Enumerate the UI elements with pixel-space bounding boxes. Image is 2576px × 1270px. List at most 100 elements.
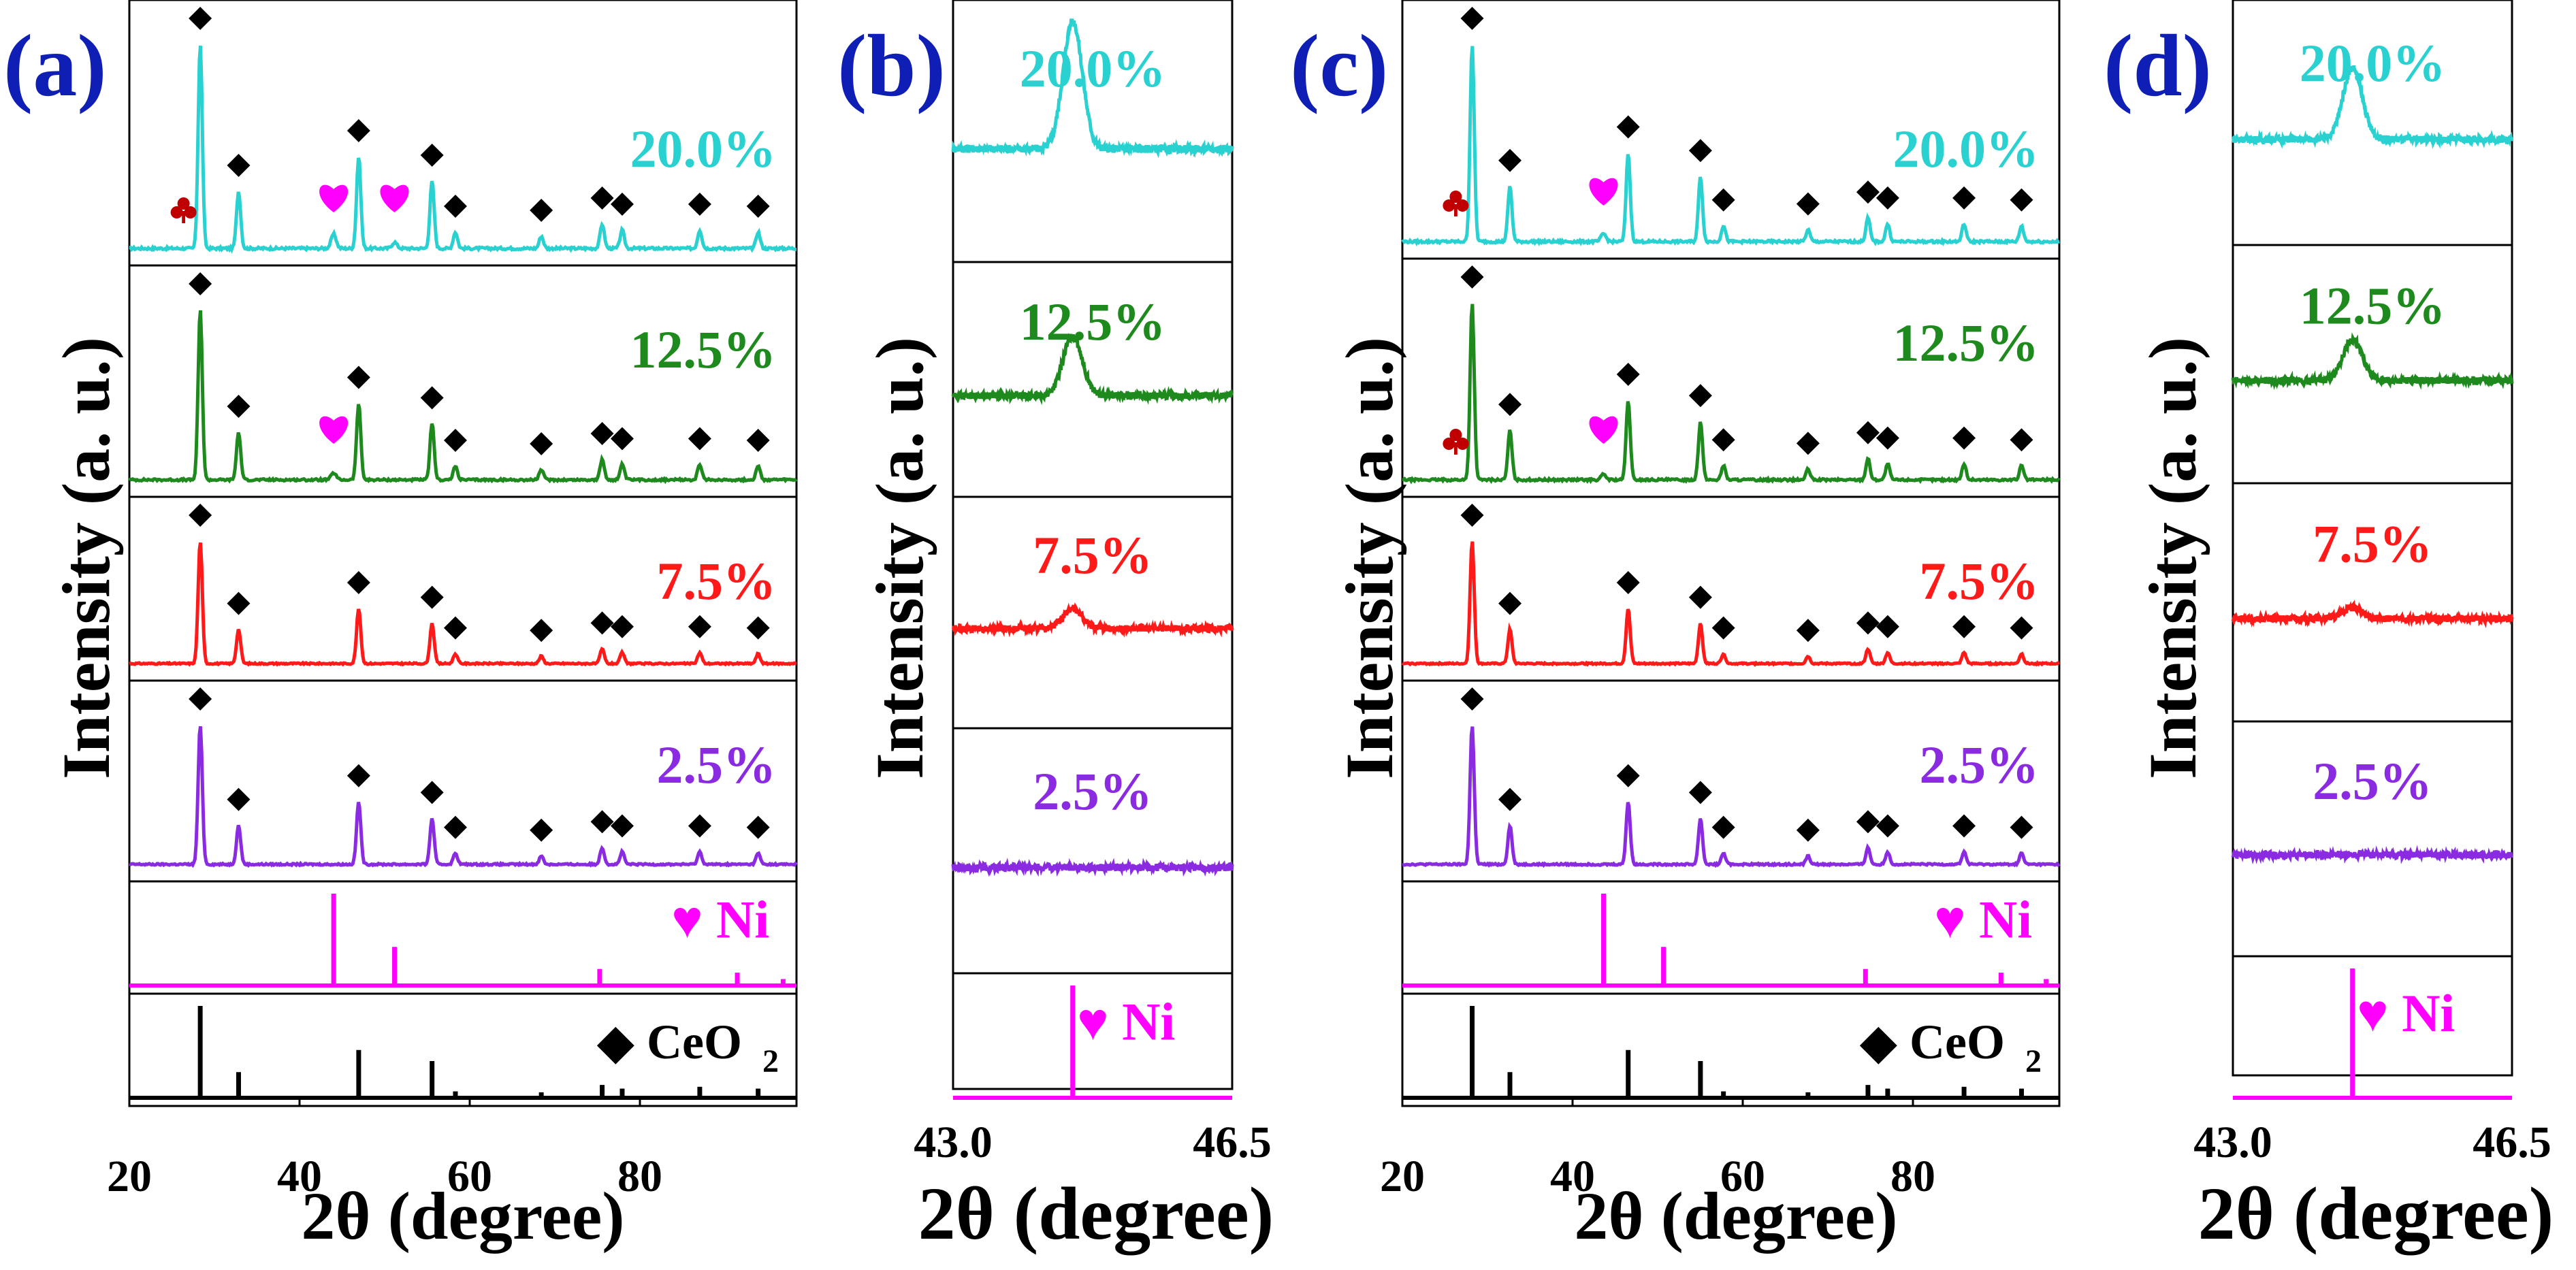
panel-a-diamond-marker xyxy=(347,119,370,142)
panel-c-diamond-marker xyxy=(1952,186,1976,210)
panel-a-trace-2.5% xyxy=(128,726,798,868)
panel-a-xlabel: 2θ (degree) xyxy=(301,1178,624,1254)
panel-b-xlabel: 2θ (degree) xyxy=(918,1172,1274,1255)
panel-c-diamond-marker xyxy=(1875,814,1899,838)
panel-a-diamond-marker xyxy=(347,365,370,389)
panel-d-trace-2.5% xyxy=(2231,845,2514,865)
panel-c-letter: (c) xyxy=(1290,17,1388,115)
panel-c-diamond-marker xyxy=(1616,363,1640,386)
panel-c-heart-marker xyxy=(1589,178,1618,206)
panel-a-diamond-marker xyxy=(688,814,711,838)
panel-a-diamond-marker xyxy=(347,764,370,787)
panel-a-diamond-marker xyxy=(530,619,553,642)
panel-a-xtick-label: 80 xyxy=(617,1152,662,1201)
panel-d-label-12.5%: 12.5% xyxy=(2300,276,2446,336)
panel-d-trace-20.0% xyxy=(2232,65,2514,150)
panel-a-diamond-marker xyxy=(610,615,634,638)
panel-c-diamond-marker xyxy=(1498,393,1522,417)
panel-c-xlabel: 2θ (degree) xyxy=(1574,1178,1897,1254)
panel-a-diamond-marker xyxy=(688,427,711,451)
panel-a-label-12.5%: 12.5% xyxy=(630,320,777,379)
panel-c-diamond-marker xyxy=(1688,585,1712,609)
panel-c-diamond-marker xyxy=(1498,591,1522,615)
panel-c-diamond-marker xyxy=(1875,186,1899,210)
panel-a-trace-7.5% xyxy=(129,542,797,667)
panel-c-xtick-label: 60 xyxy=(1720,1152,1765,1201)
panel-d-label-2.5%: 2.5% xyxy=(2313,751,2432,811)
panel-d-xlabel: 2θ (degree) xyxy=(2198,1172,2554,1255)
panel-d-trace-7.5% xyxy=(2231,600,2514,629)
panel-a-diamond-marker xyxy=(746,616,770,640)
panel-c-diamond-marker xyxy=(1616,571,1640,594)
panel-a-diamond-marker xyxy=(590,810,614,834)
panel-c-xtick-label: 20 xyxy=(1380,1152,1425,1201)
panel-c-diamond-marker xyxy=(1952,615,1976,638)
panel-c-diamond-marker xyxy=(1711,188,1735,212)
panel-c-diamond-marker xyxy=(1856,810,1880,834)
panel-b-label-12.5%: 12.5% xyxy=(1020,292,1166,351)
panel-c-frame xyxy=(1401,0,2061,1107)
panel-a-xtick-label: 40 xyxy=(277,1152,322,1201)
panel-c-heart-marker xyxy=(1589,416,1618,444)
panel-a-diamond-marker xyxy=(590,611,614,635)
panel-c-ylabel: Intensity (a. u.) xyxy=(1332,337,1407,779)
panel-a-diamond-marker xyxy=(420,781,444,804)
panel-a-diamond-marker xyxy=(227,787,251,811)
panel-a-ni-legend: ♥ Ni xyxy=(671,890,769,949)
panel-a-diamond-marker xyxy=(347,571,370,594)
panel-c-xtick-label: 40 xyxy=(1550,1152,1595,1201)
panel-c-diamond-marker xyxy=(1875,615,1899,638)
panel-c-diamond-marker xyxy=(1616,115,1640,139)
panel-c-diamond-marker xyxy=(1856,180,1880,204)
panel-b-xtick-label: 43.0 xyxy=(914,1118,993,1167)
panel-a-xtick-label: 20 xyxy=(107,1152,152,1201)
panel-c-diamond-marker xyxy=(1796,432,1820,455)
panel-a-diamond-marker xyxy=(530,432,553,455)
panel-a-frame xyxy=(128,0,798,1107)
panel-a-diamond-marker xyxy=(189,687,212,711)
panel-c-club-marker xyxy=(1443,191,1469,216)
panel-a-diamond-marker xyxy=(610,427,634,451)
panel-c-diamond-marker xyxy=(1688,781,1712,804)
panel-a-diamond-marker xyxy=(746,815,770,839)
panel-a-diamond-marker xyxy=(688,193,711,216)
panel-d-xtick-label: 43.0 xyxy=(2193,1118,2272,1167)
panel-c-diamond-marker xyxy=(1460,7,1484,30)
panel-c-ceo2-subscript: 2 xyxy=(2025,1043,2042,1079)
panel-b-trace-12.5% xyxy=(951,333,1234,406)
panel-c-diamond-marker xyxy=(1952,814,1976,838)
panel-c-diamond-marker xyxy=(2010,616,2033,640)
panel-c-trace-20.0% xyxy=(1401,46,2061,246)
panel-b-trace-2.5% xyxy=(951,858,1234,877)
panel-d-letter: (d) xyxy=(2104,17,2212,115)
panel-a-trace-12.5% xyxy=(128,310,798,485)
panel-a-label-7.5%: 7.5% xyxy=(657,551,777,610)
panel-a-diamond-marker xyxy=(610,193,634,216)
panel-c-diamond-marker xyxy=(1796,818,1820,842)
panel-c-trace-2.5% xyxy=(1402,726,2061,868)
panel-a-heart-marker xyxy=(380,184,409,212)
panel-c-label-2.5%: 2.5% xyxy=(1920,735,2040,794)
panel-a-diamond-marker xyxy=(530,818,553,842)
panel-c-trace-12.5% xyxy=(1402,304,2061,485)
panel-b-trace-20.0% xyxy=(951,18,1234,159)
panel-d-frame xyxy=(2232,0,2513,1077)
panel-c-diamond-marker xyxy=(2010,428,2033,452)
panel-a-diamond-marker xyxy=(746,195,770,218)
panel-c-diamond-marker xyxy=(1875,426,1899,450)
panel-a-diamond-marker xyxy=(688,615,711,638)
panel-c-diamond-marker xyxy=(1711,428,1735,452)
panel-b-label-2.5%: 2.5% xyxy=(1033,762,1153,821)
panel-c-trace-7.5% xyxy=(1401,541,2060,667)
panel-a-xtick-label: 60 xyxy=(447,1152,492,1201)
panel-a-diamond-marker xyxy=(420,144,444,167)
panel-a-diamond-marker xyxy=(420,386,444,410)
panel-a-diamond-marker xyxy=(420,585,444,609)
panel-a-label-2.5%: 2.5% xyxy=(657,735,777,794)
panel-c-label-12.5%: 12.5% xyxy=(1893,313,2040,372)
panel-c-diamond-marker xyxy=(1711,815,1735,839)
panel-d-ylabel: Intensity (a. u.) xyxy=(2135,337,2210,779)
panel-a-diamond-marker xyxy=(443,616,467,640)
panel-c-diamond-marker xyxy=(1796,192,1820,216)
